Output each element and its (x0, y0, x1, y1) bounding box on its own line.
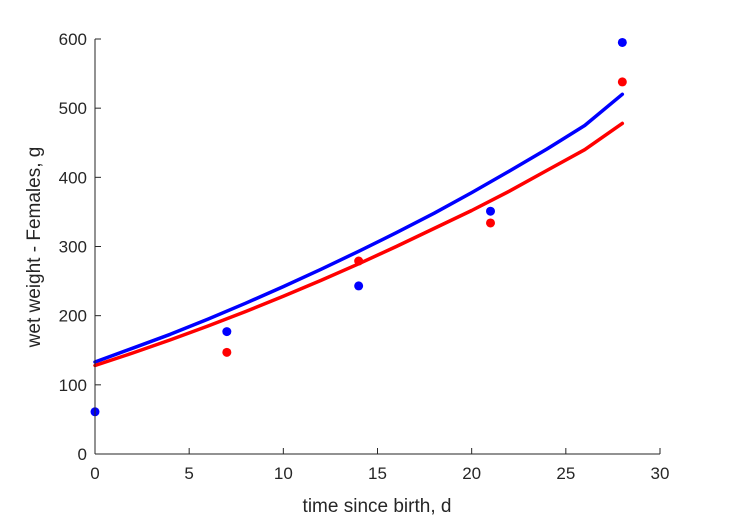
data-point-series-2 (617, 77, 627, 87)
x-tick-label: 0 (90, 464, 99, 483)
x-tick-label: 25 (556, 464, 575, 483)
fit-line-series-1 (93, 92, 625, 364)
data-point-series-1 (354, 281, 364, 291)
data-point-series-1 (222, 327, 232, 337)
y-tick-label: 0 (78, 445, 87, 464)
data-point-series-1 (486, 206, 495, 216)
x-tick-label: 5 (184, 464, 193, 483)
x-tick-label: 15 (368, 464, 387, 483)
data-point-series-2 (486, 218, 495, 228)
data-point-series-1 (617, 37, 627, 47)
fit-line-series-2 (93, 121, 625, 368)
y-tick-label: 600 (59, 30, 87, 49)
y-tick-label: 300 (59, 238, 87, 257)
y-tick-label: 100 (59, 376, 87, 395)
x-tick-label: 30 (651, 464, 670, 483)
y-axis-label: wet weight - Females, g (24, 147, 45, 349)
x-tick-label: 10 (274, 464, 293, 483)
x-axis-label: time since birth, d (303, 496, 452, 517)
y-tick-label: 500 (59, 99, 87, 118)
data-point-series-2 (222, 347, 232, 357)
plot-area (90, 37, 627, 417)
x-tick-label: 20 (462, 464, 481, 483)
y-tick-label: 400 (59, 168, 87, 187)
y-tick-label: 200 (59, 307, 87, 326)
data-point-series-2 (354, 256, 364, 266)
